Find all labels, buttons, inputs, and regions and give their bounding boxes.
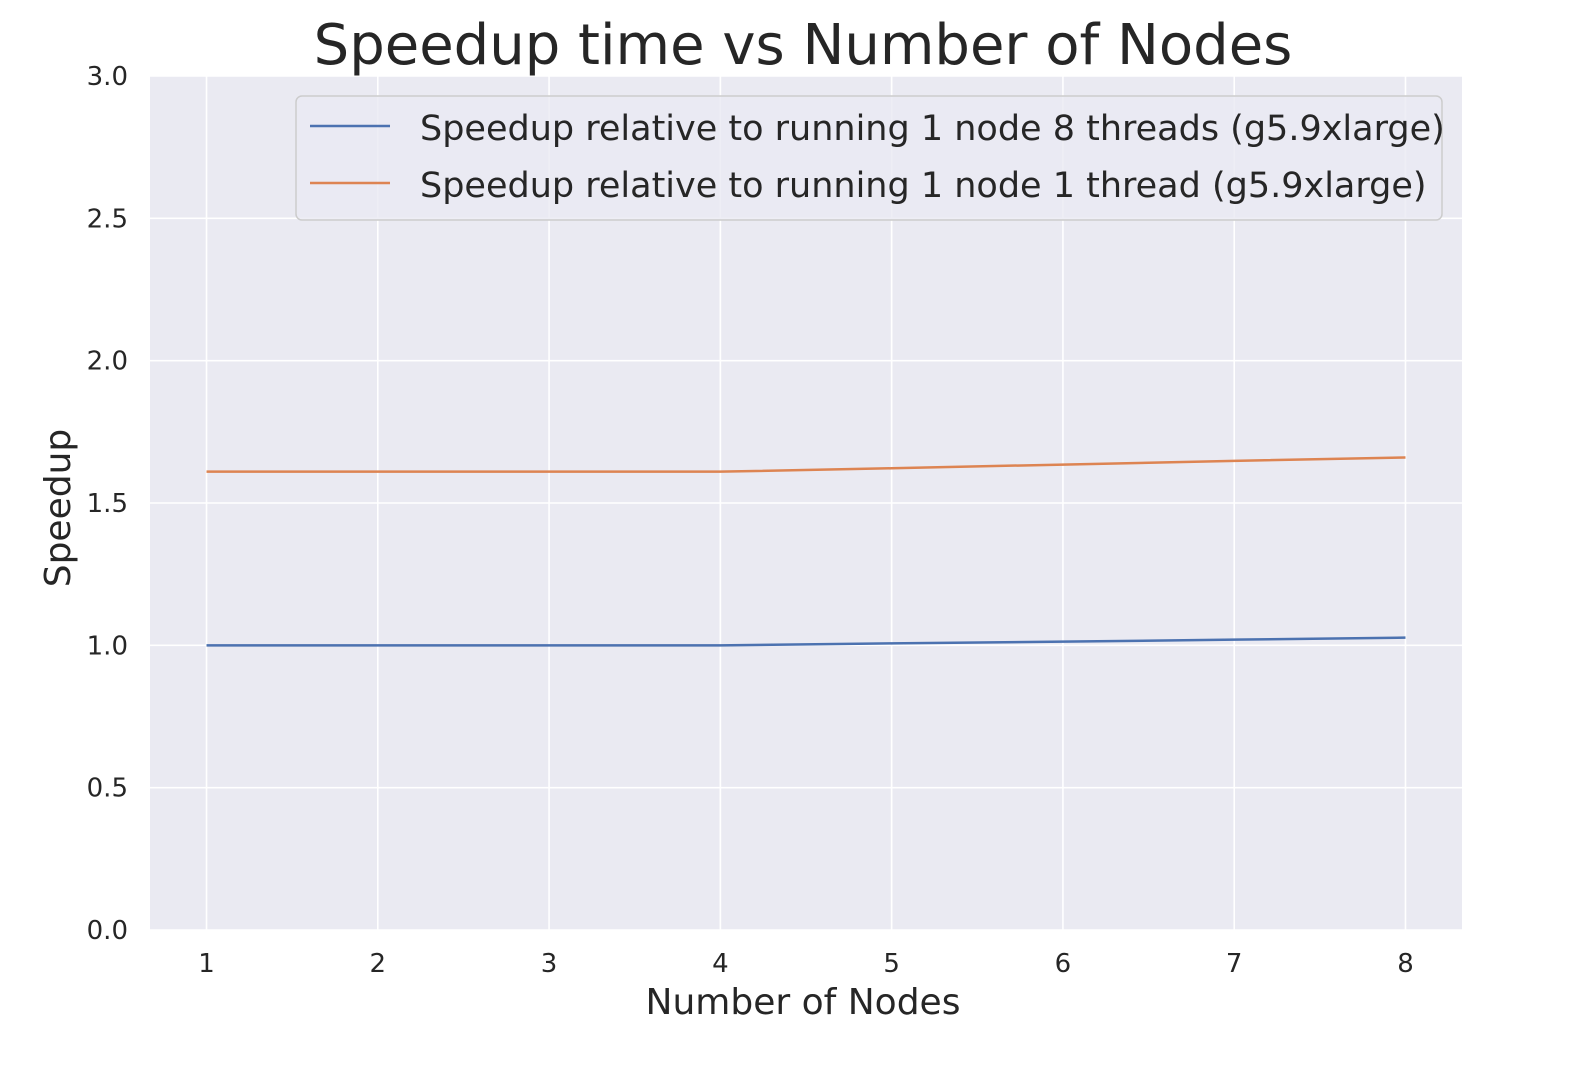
x-tick-label: 5 xyxy=(883,949,900,979)
series-lines xyxy=(206,456,1406,647)
x-tick-label: 6 xyxy=(1055,949,1072,979)
y-axis-title: Speedup xyxy=(38,429,79,588)
y-tick-label: 2.0 xyxy=(87,347,128,377)
x-tick-label: 3 xyxy=(541,949,558,979)
y-tick-label: 0.5 xyxy=(87,774,128,804)
y-tick-label: 1.0 xyxy=(87,631,128,661)
x-tick-label: 1 xyxy=(198,949,215,979)
y-tick-label: 0.0 xyxy=(87,916,128,946)
legend: Speedup relative to running 1 node 8 thr… xyxy=(295,95,1445,221)
chart-title: Speedup time vs Number of Nodes xyxy=(314,13,1293,78)
x-axis-title: Number of Nodes xyxy=(646,982,961,1023)
x-tick-label: 4 xyxy=(712,949,729,979)
legend-label-series-1: Speedup relative to running 1 node 8 thr… xyxy=(420,109,1445,149)
x-tick-label: 2 xyxy=(370,949,387,979)
series-line-2 xyxy=(206,456,1406,473)
series-line-1 xyxy=(206,636,1406,647)
x-tick-label: 8 xyxy=(1397,949,1414,979)
y-tick-label: 3.0 xyxy=(87,62,128,92)
legend-frame xyxy=(295,95,1443,221)
y-tick-labels: 0.0 0.5 1.0 1.5 2.0 2.5 3.0 xyxy=(87,62,128,946)
legend-label-series-2: Speedup relative to running 1 node 1 thr… xyxy=(420,166,1427,206)
x-tick-label: 7 xyxy=(1226,949,1243,979)
y-tick-label: 1.5 xyxy=(87,489,128,519)
y-tick-label: 2.5 xyxy=(87,204,128,234)
x-tick-labels: 1 2 3 4 5 6 7 8 xyxy=(198,949,1414,979)
